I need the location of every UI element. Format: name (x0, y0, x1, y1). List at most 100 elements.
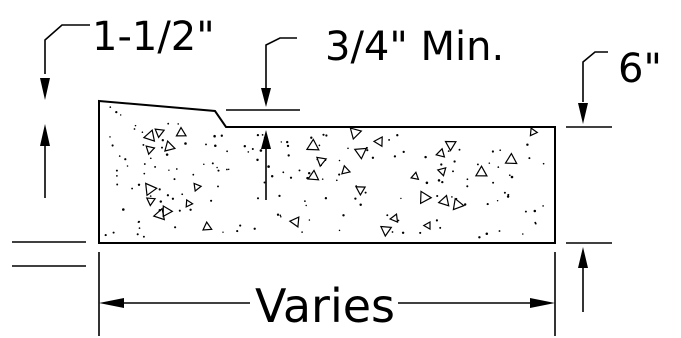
aggregate-speck (217, 185, 219, 188)
aggregate-speck (256, 158, 259, 162)
aggregate-speck (524, 210, 527, 213)
aggregate-speck (178, 209, 181, 212)
aggregate-stone (341, 164, 352, 175)
aggregate-speck (347, 147, 349, 150)
aggregate-speck (318, 144, 321, 147)
aggregate-speck (149, 157, 152, 160)
aggregate-stone (349, 127, 363, 141)
aggregate-speck (138, 227, 141, 229)
aggregate-speck (464, 203, 467, 206)
min-depth-label: 3/4" Min. (325, 24, 504, 70)
aggregate-speck (338, 229, 341, 232)
aggregate-speck (279, 214, 282, 217)
width-arrow-right (530, 298, 555, 308)
aggregate-speck (391, 231, 394, 233)
aggregate-speck (286, 140, 289, 144)
aggregate-stone (142, 129, 156, 142)
aggregate-speck (131, 187, 134, 190)
aggregate-speck (466, 178, 469, 181)
aggregate-stone (354, 186, 367, 197)
aggregate-speck (124, 158, 127, 161)
aggregate-speck (425, 181, 429, 185)
aggregate-stone (144, 182, 158, 197)
aggregate-speck (143, 163, 146, 165)
aggregate-speck (220, 134, 223, 137)
slab-arrow-down (578, 103, 588, 124)
aggregate-stone (202, 220, 213, 231)
aggregate-speck (205, 143, 207, 146)
aggregate-speck (466, 185, 469, 188)
aggregate-speck (441, 180, 444, 184)
aggregate-speck (203, 163, 205, 166)
aggregate-speck (503, 191, 506, 194)
aggregate-speck (451, 196, 453, 198)
aggregate-speck (424, 155, 427, 159)
aggregate-speck (256, 197, 260, 200)
edge-thickness-label: 1-1/2" (92, 14, 215, 60)
aggregate-speck (508, 174, 511, 177)
aggregate-speck (173, 178, 176, 181)
aggregate-speck (142, 143, 145, 146)
aggregate-stone (305, 138, 320, 151)
aggregate-speck (280, 215, 282, 218)
aggregate-stone (474, 164, 488, 177)
aggregate-stone (419, 190, 433, 205)
aggregate-speck (447, 150, 450, 153)
aggregate-speck (154, 165, 157, 168)
aggregate-speck (486, 203, 489, 206)
slab-thickness-label: 6" (618, 46, 662, 92)
aggregate-speck (116, 183, 119, 186)
aggregate-speck (453, 160, 456, 163)
aggregate-speck (236, 230, 239, 233)
aggregate-speck (104, 234, 107, 237)
aggregate-speck (247, 151, 250, 153)
aggregate-speck (253, 227, 256, 230)
aggregate-stone (164, 139, 177, 152)
aggregate-speck (488, 162, 491, 164)
aggregate-speck (440, 163, 443, 166)
aggregate-speck (497, 166, 500, 168)
aggregate-speck (528, 157, 531, 160)
min-depth-leader (265, 37, 297, 88)
aggregate-speck (161, 146, 163, 149)
aggregate-speck (158, 188, 161, 191)
aggregate-speck (141, 131, 144, 133)
aggregate-speck (227, 168, 230, 171)
aggregate-speck (192, 173, 195, 176)
aggregate-stone (409, 171, 420, 181)
aggregate-speck (435, 219, 438, 222)
aggregate-speck (526, 143, 529, 146)
aggregate-speck (216, 166, 218, 169)
min-depth-arrow-up (261, 130, 271, 149)
aggregate-speck (359, 203, 362, 206)
slab-leader (582, 51, 608, 102)
aggregate-stone (145, 197, 157, 207)
aggregate-speck (506, 195, 510, 198)
aggregate-speck (109, 106, 112, 108)
aggregate-stone (353, 147, 368, 160)
aggregate-stone (145, 145, 156, 156)
edge-leader (44, 24, 90, 74)
aggregate-speck (280, 141, 282, 143)
aggregate-speck (122, 208, 125, 211)
aggregate-speck (174, 226, 177, 229)
aggregate-stone (388, 212, 399, 224)
width-arrow-left (99, 298, 124, 308)
aggregate-speck (301, 231, 303, 233)
aggregate-speck (452, 170, 454, 173)
aggregate-speck (166, 194, 170, 197)
aggregate-speck (476, 163, 479, 166)
aggregate-speck (289, 176, 293, 179)
aggregate-speck (371, 156, 375, 159)
aggregate-speck (325, 134, 328, 137)
aggregate-speck (478, 236, 481, 239)
aggregate-speck (133, 128, 136, 130)
aggregate-speck (261, 134, 264, 136)
aggregate-speck (492, 181, 495, 184)
aggregate-speck (243, 145, 246, 148)
aggregate-speck (239, 224, 242, 227)
aggregate-speck (259, 149, 263, 152)
aggregate-speck (136, 233, 139, 236)
aggregate-speck (491, 150, 494, 153)
